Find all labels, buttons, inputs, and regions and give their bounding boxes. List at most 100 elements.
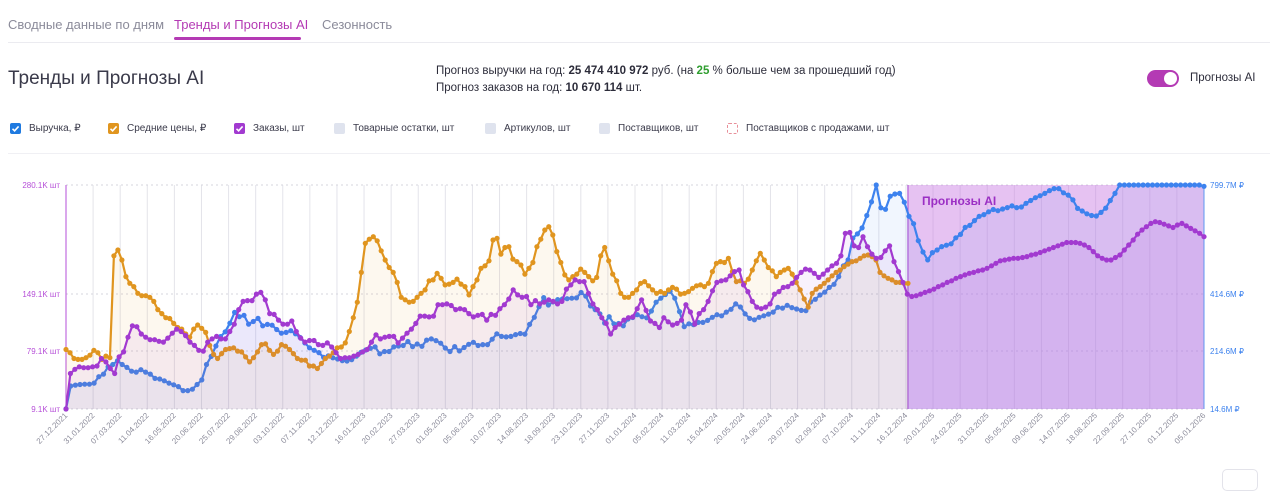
revenue-point (246, 321, 252, 327)
orders-point (931, 286, 937, 292)
price-point (769, 268, 775, 274)
orders-point (949, 278, 955, 284)
tab-trends-forecasts[interactable]: Тренды и Прогнозы AI (174, 17, 309, 32)
orders-point (568, 282, 574, 288)
checkbox-checked-icon[interactable] (10, 123, 21, 134)
price-point (693, 283, 700, 289)
price-point (877, 269, 883, 275)
revenue-point (72, 382, 78, 388)
revenue-point (1060, 190, 1067, 196)
revenue-point (541, 295, 547, 301)
price-point (131, 284, 137, 290)
revenue-point (456, 348, 462, 354)
price-point (227, 346, 233, 352)
price-point (821, 280, 827, 286)
tab-seasonality[interactable]: Сезонность (322, 17, 393, 32)
revenue-point (981, 212, 987, 218)
revenue-point (798, 307, 804, 313)
price-point (610, 271, 616, 277)
y-left-tick-label: 149.1K шт (22, 290, 60, 299)
orders-point (1143, 224, 1149, 230)
revenue-point (278, 330, 284, 336)
corner-button[interactable] (1222, 469, 1258, 491)
orders-point (758, 306, 764, 312)
orders-point (1152, 219, 1158, 225)
orders-point (723, 277, 729, 283)
orders-point (878, 254, 884, 261)
forecast-toggle[interactable] (1147, 70, 1179, 87)
price-point (139, 293, 145, 299)
orders-point (718, 278, 724, 284)
revenue-point (569, 295, 575, 301)
price-point (893, 279, 899, 285)
orders-point (510, 287, 516, 293)
checkbox-checked-icon[interactable] (234, 123, 245, 134)
price-point (358, 269, 364, 275)
orders-point (1135, 231, 1141, 237)
orders-point (129, 323, 135, 329)
orders-point (1086, 244, 1092, 251)
checkbox-unchecked-icon[interactable] (727, 123, 738, 134)
orders-point (76, 364, 82, 370)
orders-point (1042, 248, 1048, 254)
checkbox-unchecked-icon[interactable] (599, 123, 610, 134)
orders-point (373, 332, 379, 338)
revenue-point (1014, 205, 1020, 211)
revenue-point (1098, 209, 1104, 215)
revenue-point (742, 311, 748, 317)
price-point (243, 354, 249, 360)
revenue-point (658, 295, 664, 301)
price-point (239, 349, 245, 355)
revenue-point (1135, 182, 1141, 188)
price-point (522, 271, 528, 277)
revenue-point (283, 329, 289, 335)
revenue-point (709, 314, 715, 320)
checkbox-unchecked-icon[interactable] (485, 123, 496, 134)
revenue-point (199, 377, 205, 383)
price-point (757, 250, 763, 256)
revenue-point (770, 309, 776, 315)
orders-point (802, 266, 809, 272)
orders-point (577, 279, 583, 285)
revenue-point (1046, 188, 1053, 194)
price-point (215, 355, 221, 362)
revenue-point (91, 380, 97, 386)
price-point (318, 360, 324, 367)
price-point (602, 244, 608, 251)
price-point (466, 292, 472, 298)
revenue-point (372, 344, 378, 350)
revenue-point (110, 361, 116, 368)
price-point (689, 285, 696, 291)
price-point (203, 329, 209, 335)
price-point (354, 299, 360, 305)
orders-point (647, 318, 654, 324)
revenue-point (489, 336, 495, 342)
orders-point (324, 340, 330, 346)
revenue-point (1103, 205, 1109, 211)
orders-point (754, 304, 760, 310)
revenue-point (517, 330, 523, 337)
revenue-point (1192, 182, 1198, 188)
orders-point (847, 229, 853, 236)
revenue-point (779, 305, 786, 311)
price-point (334, 345, 340, 351)
orders-point (435, 302, 441, 308)
price-point (622, 294, 628, 300)
orders-point (842, 230, 848, 236)
price-point (314, 365, 320, 372)
checkbox-checked-icon[interactable] (108, 123, 119, 134)
revenue-point (700, 319, 706, 325)
forecast-label: Прогнозы AI (922, 194, 996, 208)
orders-point (674, 320, 680, 326)
checkbox-unchecked-icon[interactable] (334, 123, 345, 134)
orders-point (581, 279, 587, 285)
orders-point (1148, 220, 1154, 226)
orders-point (461, 307, 468, 313)
forecast-toggle-label: Прогнозы AI (1190, 72, 1256, 84)
orders-point (386, 333, 392, 339)
revenue-point (180, 388, 186, 394)
orders-point (315, 342, 321, 348)
revenue-point (920, 249, 926, 255)
tab-daily-summary[interactable]: Сводные данные по дням (8, 17, 165, 32)
price-point (841, 264, 847, 270)
